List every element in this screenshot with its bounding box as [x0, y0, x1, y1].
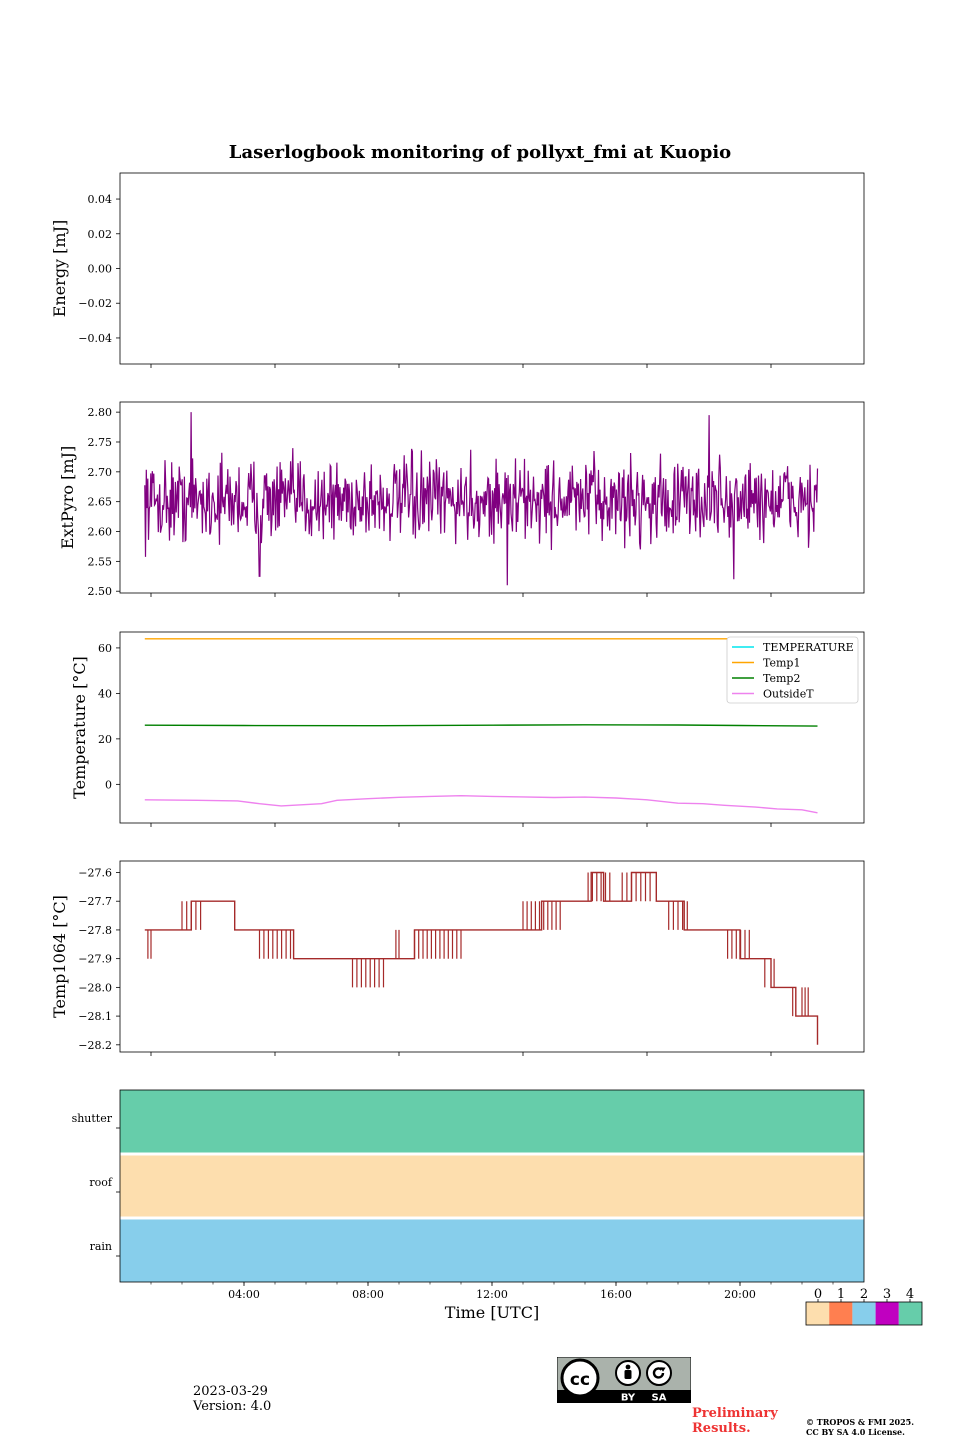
temp1064-flicker: [413, 929, 462, 959]
preliminary-note: Preliminary Results.: [692, 1406, 778, 1436]
y-axis-label: Temp1064 [°C]: [50, 895, 69, 1018]
ytick-label: −27.9: [78, 953, 112, 966]
ytick-label: 60: [98, 642, 112, 655]
ytick-label: −28.2: [78, 1039, 112, 1052]
cc-icon: [560, 1358, 600, 1398]
y-axis-label: Temperature [°C]: [70, 656, 89, 799]
ytick-label: 0: [105, 778, 112, 791]
temp1064-flicker: [258, 929, 292, 959]
xtick-label: 08:00: [352, 1288, 384, 1301]
axes-frame-3: [119, 631, 865, 824]
temp1064-flicker: [181, 901, 202, 930]
date-label: 2023-03-29: [193, 1384, 268, 1399]
ytick-label: 2.70: [88, 466, 113, 479]
status-row-label: shutter: [72, 1112, 113, 1125]
temp1064-flicker: [351, 958, 385, 988]
cc-license-badge: cc BY SA: [557, 1357, 691, 1403]
preliminary-line-2: Results.: [692, 1421, 751, 1436]
temp-legend: [726, 636, 859, 704]
temp1064-flicker: [587, 872, 611, 902]
ytick-label: −27.6: [78, 866, 112, 879]
ytick-label: −0.04: [78, 332, 112, 345]
temp1064-flicker: [522, 901, 561, 930]
colorbar-tick-label: 4: [906, 1287, 914, 1302]
colorbar-cell: [829, 1302, 853, 1325]
xtick-label: 04:00: [228, 1288, 260, 1301]
version-label: Version: 4.0: [193, 1399, 272, 1414]
xtick-label: 20:00: [724, 1288, 756, 1301]
xtick-label: 12:00: [476, 1288, 508, 1301]
ytick-label: −0.02: [78, 297, 112, 310]
ytick-label: 2.60: [88, 526, 113, 539]
ytick-label: 2.75: [88, 436, 113, 449]
colorbar-tick-label: 1: [837, 1287, 845, 1302]
ytick-label: −28.0: [78, 981, 112, 994]
temp1064-flicker: [804, 987, 809, 1017]
colorbar-tick-label: 0: [814, 1287, 822, 1302]
ytick-label: 20: [98, 733, 112, 746]
copyright-line-1: © TROPOS & FMI 2025.: [806, 1417, 915, 1427]
temp1064-series-line: [144, 871, 819, 1045]
axes-frame-4: [119, 860, 865, 1053]
colorbar-cell: [898, 1302, 922, 1325]
legend-label: Temp2: [763, 672, 800, 685]
sa-label: SA: [652, 1393, 667, 1404]
temp1064-flicker: [668, 901, 688, 930]
xtick-label: 16:00: [600, 1288, 632, 1301]
colorbar-cell: [875, 1302, 899, 1325]
y-axis-label: Energy [mJ]: [50, 220, 69, 318]
ytick-label: −28.1: [78, 1010, 112, 1023]
legend-label: Temp1: [763, 657, 800, 670]
y-axis-label: ExtPyro [mJ]: [58, 446, 77, 549]
axes-frame-2: [119, 401, 865, 594]
temp-series-temp2: [144, 724, 818, 727]
copyright-note: © TROPOS & FMI 2025. CC BY SA 4.0 Licens…: [806, 1417, 914, 1437]
ytick-label: 2.55: [88, 555, 113, 568]
ytick-label: −27.8: [78, 924, 112, 937]
status-row-shutter: [120, 1090, 864, 1154]
svg-text:cc: cc: [570, 1370, 590, 1390]
ytick-label: −27.7: [78, 895, 112, 908]
temp1064-flicker: [792, 987, 803, 1017]
ytick-label: 0.02: [88, 228, 113, 241]
colorbar-tick-label: 2: [860, 1287, 868, 1302]
by-label: BY: [621, 1393, 636, 1404]
temp1064-flicker: [727, 929, 750, 959]
preliminary-line-1: Preliminary: [692, 1406, 778, 1421]
figure-title: Laserlogbook monitoring of pollyxt_fmi a…: [229, 142, 731, 163]
temp1064-flicker: [764, 958, 775, 988]
ytick-label: 0.04: [88, 193, 113, 206]
colorbar-cell: [852, 1302, 876, 1325]
temp1064-flicker: [147, 929, 152, 959]
legend-label: TEMPERATURE: [763, 641, 854, 654]
status-row-label: roof: [89, 1176, 113, 1189]
ytick-label: 40: [98, 687, 112, 700]
status-row-roof: [120, 1154, 864, 1218]
share-alike-icon: [646, 1360, 672, 1386]
x-axis-label: Time [UTC]: [445, 1303, 539, 1322]
extpyro-series-line: [144, 412, 819, 586]
temp1064-flicker: [621, 872, 651, 902]
colorbar-tick-label: 3: [883, 1287, 891, 1302]
status-row-label: rain: [90, 1240, 112, 1253]
legend-label: OutsideT: [763, 688, 814, 701]
ytick-label: 2.50: [88, 585, 113, 598]
ytick-label: 2.80: [88, 406, 113, 419]
ytick-label: 2.65: [88, 496, 113, 509]
ytick-label: 0.00: [88, 263, 113, 276]
axes-frame-1: [119, 172, 865, 365]
copyright-line-2: CC BY SA 4.0 License.: [806, 1427, 905, 1437]
temp-series-outsidet: [144, 794, 818, 814]
temp1064-flicker: [395, 929, 400, 959]
status-row-rain: [120, 1218, 864, 1282]
colorbar-cell: [806, 1302, 830, 1325]
